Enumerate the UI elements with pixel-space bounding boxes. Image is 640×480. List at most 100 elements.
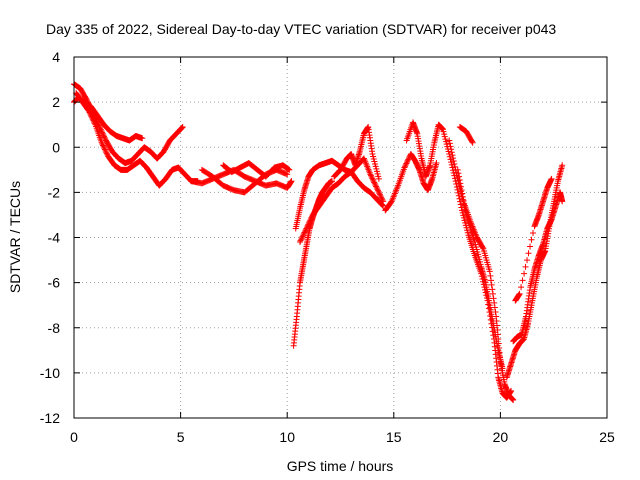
data-point	[89, 116, 96, 123]
data-point	[139, 135, 146, 142]
data-point	[521, 270, 528, 277]
data-point	[403, 160, 410, 167]
data-point	[298, 234, 305, 241]
data-point	[451, 160, 458, 167]
data-point	[447, 143, 454, 150]
data-point	[102, 147, 109, 154]
data-point	[491, 304, 498, 311]
data-point	[460, 197, 467, 204]
data-point	[298, 236, 305, 243]
data-point	[85, 108, 92, 115]
data-point	[302, 226, 309, 233]
data-point	[450, 158, 457, 165]
data-point	[379, 197, 386, 204]
y-tick-label: 0	[52, 139, 60, 155]
data-point	[376, 191, 383, 198]
data-points	[71, 81, 566, 403]
data-point	[451, 163, 458, 170]
data-point	[446, 137, 453, 144]
data-point	[528, 236, 535, 243]
data-point	[87, 110, 94, 117]
data-point	[98, 139, 105, 146]
data-point	[300, 230, 307, 237]
data-point	[375, 188, 382, 195]
series-track-o	[454, 166, 517, 403]
data-point	[374, 186, 381, 193]
x-tick-label: 0	[70, 429, 78, 445]
data-point	[487, 272, 494, 279]
data-point	[479, 244, 486, 251]
data-point	[86, 109, 93, 116]
data-point	[455, 189, 462, 196]
data-point	[369, 176, 376, 183]
data-point	[491, 299, 498, 306]
data-point	[377, 192, 384, 199]
data-point	[307, 215, 314, 222]
data-point	[99, 142, 106, 149]
data-point	[100, 143, 107, 150]
data-point	[375, 175, 382, 182]
y-tick-label: 2	[52, 94, 60, 110]
data-point	[376, 190, 383, 197]
x-tick-label: 20	[493, 429, 509, 445]
data-point	[458, 187, 465, 194]
data-point	[91, 120, 98, 127]
data-point	[99, 141, 106, 148]
data-point	[448, 149, 455, 156]
data-point	[449, 164, 456, 171]
series-track-k	[382, 151, 440, 214]
data-point	[367, 172, 374, 179]
data-point	[486, 268, 493, 275]
x-tick-label: 5	[177, 429, 185, 445]
data-point	[548, 175, 555, 182]
data-point	[101, 145, 108, 152]
data-point	[373, 183, 380, 190]
series-track-a	[71, 81, 186, 167]
data-point	[101, 146, 108, 153]
data-point	[375, 187, 382, 194]
data-point	[401, 164, 408, 171]
data-point	[305, 221, 312, 228]
series-track-r	[510, 189, 566, 345]
data-point	[516, 290, 523, 297]
series-track-s	[512, 175, 555, 304]
data-point	[510, 396, 517, 403]
data-point	[490, 295, 497, 302]
data-point	[524, 257, 531, 264]
data-point	[101, 133, 108, 140]
data-point	[402, 161, 409, 168]
data-point	[91, 118, 98, 125]
data-point	[448, 161, 455, 168]
data-point	[456, 183, 463, 190]
data-point	[559, 162, 566, 169]
data-point	[89, 114, 96, 121]
data-point	[489, 290, 496, 297]
data-point	[450, 155, 457, 162]
series-track-g	[290, 178, 335, 349]
data-point	[300, 232, 307, 239]
chart-title: Day 335 of 2022, Sidereal Day-to-day VTE…	[46, 21, 556, 37]
series-track-p	[456, 123, 476, 146]
data-point	[370, 178, 377, 185]
data-point	[88, 113, 95, 120]
data-point	[404, 157, 411, 164]
data-point	[308, 214, 315, 221]
grid-lines	[74, 57, 607, 418]
axis-ticks: 0 5 10 15 20 25 -12 -10 -8 -6 -4 -2 0 2 4	[40, 49, 615, 445]
data-point	[459, 193, 466, 200]
data-point	[179, 123, 186, 130]
data-point	[519, 277, 526, 284]
data-point	[447, 156, 454, 163]
data-point	[525, 250, 532, 257]
data-point	[405, 156, 412, 163]
y-tick-label: -4	[48, 230, 61, 246]
data-point	[304, 224, 311, 231]
data-point	[373, 184, 380, 191]
data-point	[456, 173, 463, 180]
series-track-l	[403, 119, 446, 180]
data-point	[455, 170, 462, 177]
data-point	[489, 286, 496, 293]
data-point	[103, 149, 110, 156]
data-point	[518, 284, 525, 291]
